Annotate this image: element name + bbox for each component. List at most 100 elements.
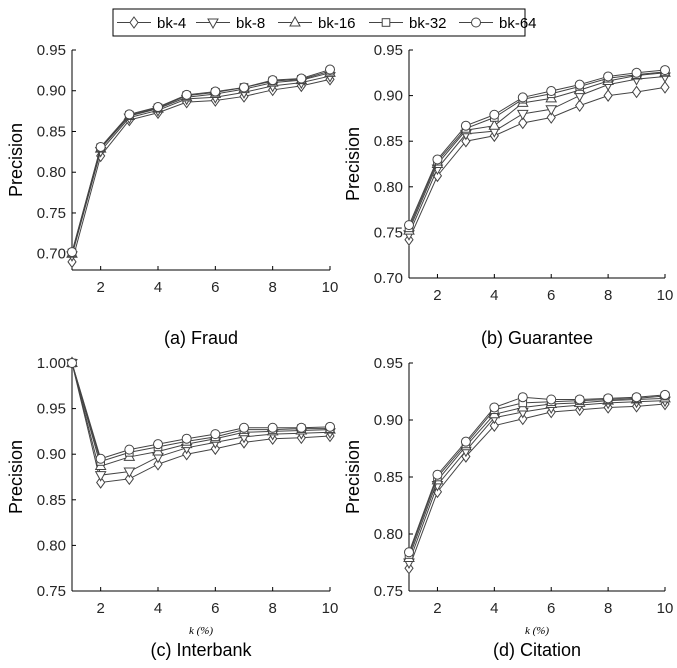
citation-y-tick-label: 0.90	[374, 412, 403, 429]
guarantee-x-tick-label: 4	[490, 287, 498, 304]
fraud-y-tick-label: 0.95	[37, 42, 66, 59]
interbank-point-bk-4	[124, 472, 134, 486]
fraud-line-bk-32	[71, 70, 331, 254]
guarantee-y-tick-label: 0.70	[374, 270, 403, 287]
guarantee-point-bk-4	[603, 89, 613, 102]
citation-series-bk-8	[403, 396, 671, 570]
interbank-x-tick-label: 6	[211, 600, 219, 617]
legend-marker-bk-32	[381, 18, 391, 27]
interbank-x-tick-label: 4	[154, 600, 162, 617]
interbank-point-bk-64	[325, 421, 335, 432]
guarantee-y-tick-label: 0.85	[374, 133, 403, 150]
interbank-point-bk-64	[181, 433, 192, 444]
citation-point-bk-64	[517, 392, 528, 403]
citation-y-tick-label: 0.95	[374, 355, 403, 372]
guarantee-point-bk-64	[460, 120, 471, 131]
interbank-point-bk-64	[95, 453, 106, 464]
guarantee-point-bk-4	[660, 81, 670, 94]
guarantee-x-tick-label: 8	[604, 287, 612, 304]
fraud-point-bk-64	[153, 102, 163, 113]
citation-x-tick-label: 6	[547, 600, 555, 617]
interbank-series-bk-4	[67, 356, 335, 489]
fraud-x-tick-label: 8	[268, 279, 276, 296]
guarantee-series-bk-4	[404, 81, 670, 247]
citation-y-axis-label: Precision	[343, 440, 363, 514]
guarantee-point-bk-4	[546, 111, 556, 124]
legend-label-bk-32: bk-32	[409, 15, 447, 32]
legend-label-bk-8: bk-8	[236, 15, 265, 32]
guarantee-line-bk-16	[408, 72, 666, 231]
citation-series-bk-64	[404, 389, 670, 558]
legend-label-bk-4: bk-4	[157, 15, 186, 32]
interbank-x-tick-label: 2	[96, 600, 104, 617]
guarantee-line-bk-32	[408, 71, 666, 229]
citation-y-tick-label: 0.80	[374, 526, 403, 543]
interbank-line-bk-4	[71, 362, 331, 484]
interbank-point-bk-64	[124, 444, 135, 455]
legend-box	[112, 8, 526, 37]
guarantee-line-bk-4	[408, 86, 666, 240]
citation-point-bk-64	[574, 394, 585, 405]
guarantee-point-bk-64	[432, 154, 443, 165]
fraud-series-bk-64	[67, 64, 335, 258]
interbank-line-bk-64	[71, 362, 331, 460]
citation-caption: (d) Citation	[493, 640, 581, 660]
guarantee-point-bk-64	[489, 109, 500, 120]
panel-interbank: 0.75 0.80 0.85 0.90 0.95 1.00 2 4 6 8 10 Precision k…	[6, 355, 338, 660]
interbank-point-bk-64	[267, 422, 278, 433]
interbank-y-tick-label: 0.80	[37, 537, 66, 554]
interbank-y-tick-label: 0.75	[37, 583, 66, 600]
interbank-y-tick-label: 0.85	[37, 492, 66, 509]
citation-x-tick-label: 4	[490, 600, 498, 617]
legend: bk-4 bk-8 bk-16 bk-32 bk-64	[112, 8, 537, 37]
legend-label-bk-64: bk-64	[499, 15, 537, 32]
legend-marker-bk-8	[207, 18, 219, 30]
panel-fraud: 0.70 0.75 0.80 0.85 0.90 0.95 2 4 6 8 10 Precision (…	[6, 42, 338, 348]
fraud-caption: (a) Fraud	[164, 328, 238, 348]
guarantee-point-bk-16	[488, 119, 501, 130]
citation-point-bk-64	[546, 394, 557, 405]
interbank-y-axis-label: Precision	[6, 440, 26, 514]
citation-y-tick-label: 0.75	[374, 583, 403, 600]
fraud-y-axis-label: Precision	[6, 123, 26, 197]
guarantee-y-tick-label: 0.95	[374, 42, 403, 59]
guarantee-caption: (b) Guarantee	[481, 328, 593, 348]
fraud-line-bk-8	[71, 75, 331, 256]
fraud-series-bk-4	[67, 72, 335, 269]
panel-guarantee: 0.70 0.75 0.80 0.85 0.90 0.95 2 4 6 8 10 Precision (…	[343, 42, 673, 348]
citation-point-bk-64	[489, 402, 500, 413]
fraud-y-tick-label: 0.85	[37, 123, 66, 140]
interbank-point-bk-64	[239, 422, 249, 433]
guarantee-point-bk-64	[404, 220, 414, 231]
fraud-y-tick-label: 0.70	[37, 246, 66, 263]
guarantee-y-tick-label: 0.75	[374, 224, 403, 241]
citation-line-bk-4	[408, 403, 666, 569]
guarantee-point-bk-64	[660, 65, 670, 76]
fraud-x-tick-label: 4	[154, 279, 162, 296]
citation-x-tick-label: 10	[657, 600, 674, 617]
interbank-point-bk-64	[210, 429, 221, 440]
citation-point-bk-64	[460, 436, 471, 447]
interbank-series-bk-16	[66, 356, 336, 471]
interbank-point-bk-4	[96, 476, 106, 489]
fraud-point-bk-64	[325, 64, 335, 75]
fraud-line-bk-16	[71, 72, 331, 254]
fraud-y-tick-label: 0.75	[37, 205, 66, 222]
citation-line-bk-8	[408, 400, 666, 563]
guarantee-point-bk-64	[574, 79, 585, 90]
fraud-point-bk-64	[267, 75, 278, 86]
citation-series-bk-32	[404, 391, 670, 559]
fraud-x-tick-label: 10	[322, 279, 339, 296]
citation-x-tick-label: 2	[433, 600, 441, 617]
guarantee-y-axis-label: Precision	[343, 127, 363, 201]
interbank-series-bk-32	[67, 358, 335, 466]
citation-y-tick-label: 0.85	[374, 469, 403, 486]
fraud-line-bk-4	[71, 78, 331, 262]
interbank-point-bk-64	[67, 358, 77, 368]
citation-point-bk-64	[660, 389, 670, 400]
fraud-x-tick-label: 2	[96, 279, 104, 296]
interbank-point-bk-64	[153, 439, 163, 450]
citation-point-bk-64	[603, 393, 614, 404]
guarantee-series-bk-64	[404, 65, 670, 231]
